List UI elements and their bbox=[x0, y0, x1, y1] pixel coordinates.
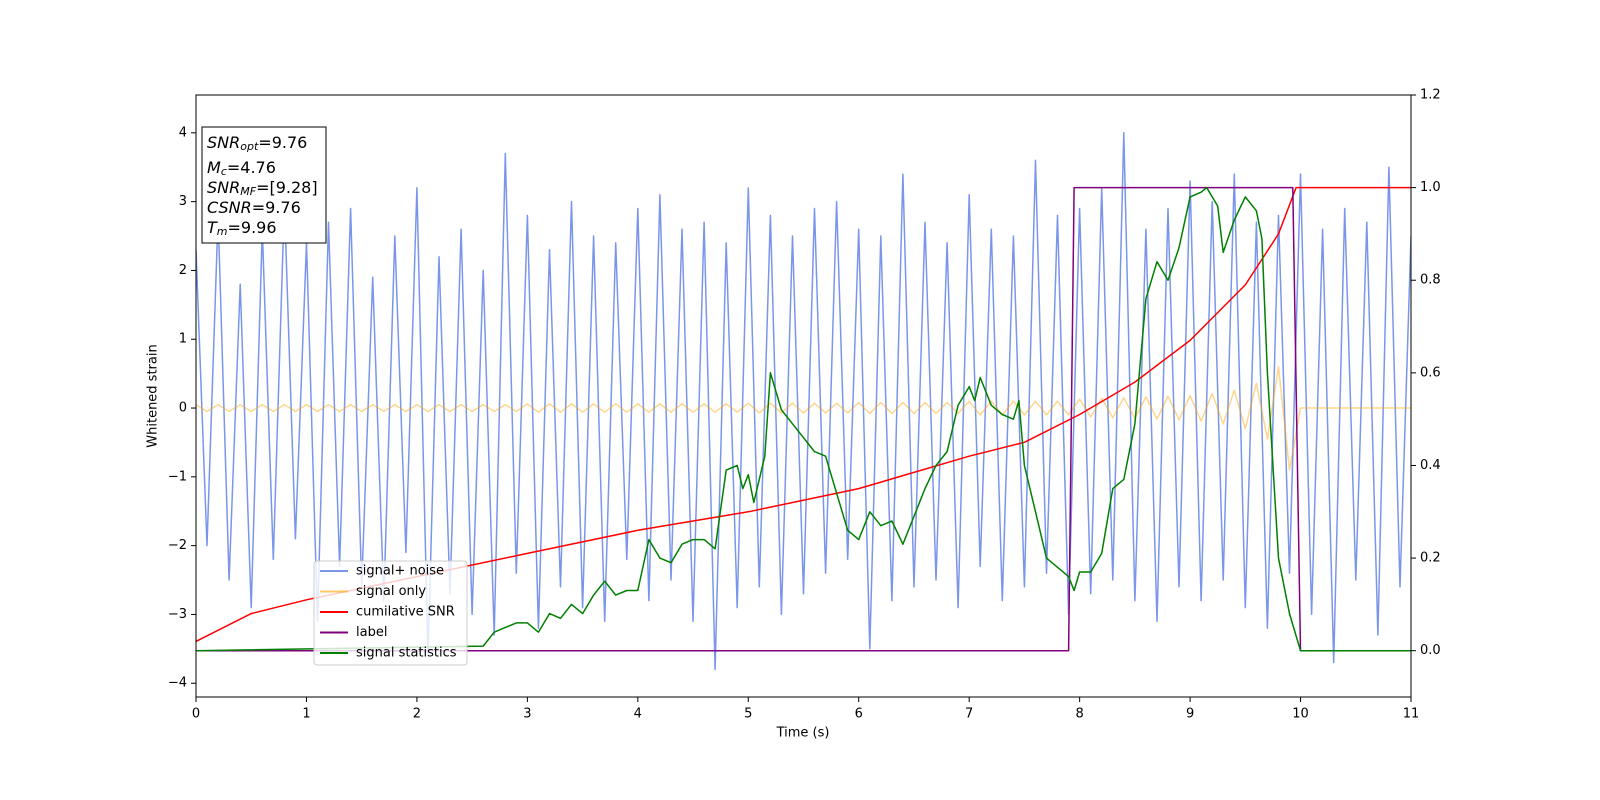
annotation-value: =[9.28] bbox=[256, 178, 318, 197]
y-tick-label: 1 bbox=[179, 332, 187, 347]
annotation-value: =9.96 bbox=[228, 218, 277, 237]
y2-tick-label: 1.2 bbox=[1420, 88, 1441, 103]
x-tick-label: 5 bbox=[744, 707, 752, 722]
legend-label: cumilative SNR bbox=[356, 605, 455, 620]
annotation-subscript: m bbox=[217, 225, 228, 238]
y-tick-label: −4 bbox=[168, 676, 187, 691]
legend-label: label bbox=[356, 625, 387, 640]
annotation-line: Mc=4.76 bbox=[207, 158, 276, 179]
annotation-symbol: SNR bbox=[207, 133, 240, 152]
legend: signal+ noise signal only cumilative SNR la… bbox=[313, 560, 468, 666]
annotation-line: CSNR=9.76 bbox=[207, 198, 301, 217]
series-line bbox=[196, 366, 1411, 471]
y-tick-label: 4 bbox=[179, 125, 187, 140]
annotation-value: =9.76 bbox=[252, 198, 301, 217]
x-tick-label: 1 bbox=[302, 707, 310, 722]
plot-frame bbox=[195, 94, 1412, 698]
annotation-symbol: CSNR bbox=[207, 198, 252, 217]
annotation-symbol: SNR bbox=[207, 178, 240, 197]
annotation-value: =4.76 bbox=[227, 158, 276, 177]
y2-tick-label: 0.4 bbox=[1420, 458, 1441, 473]
x-tick-label: 2 bbox=[413, 707, 421, 722]
y-axis-label: Whitened strain bbox=[146, 344, 161, 447]
annotation-line: SNRMF=[9.28] bbox=[207, 178, 318, 199]
x-tick-label: 11 bbox=[1403, 707, 1420, 722]
y-tick-label: −1 bbox=[168, 469, 187, 484]
annotation-symbol: M bbox=[207, 158, 221, 177]
y2-tick-label: 0.0 bbox=[1420, 643, 1441, 658]
y-tick-label: 3 bbox=[179, 194, 187, 209]
annotation-subscript: c bbox=[221, 165, 227, 178]
y-tick-label: 0 bbox=[179, 401, 187, 416]
y2-tick-label: 0.6 bbox=[1420, 365, 1441, 380]
x-axis-label: Time (s) bbox=[776, 726, 830, 741]
annotation-subscript: opt bbox=[240, 140, 259, 153]
x-tick-label: 4 bbox=[634, 707, 642, 722]
y-tick-label: −3 bbox=[168, 607, 187, 622]
y2-tick-label: 0.8 bbox=[1420, 273, 1441, 288]
x-tick-label: 7 bbox=[965, 707, 973, 722]
annotation-line: SNRopt=9.76 bbox=[207, 133, 307, 154]
x-tick-label: 6 bbox=[855, 707, 863, 722]
annotation-value: =9.76 bbox=[258, 133, 307, 152]
annotation-frame bbox=[201, 126, 327, 244]
annotation-line: Tm=9.96 bbox=[207, 218, 277, 239]
x-tick-label: 8 bbox=[1075, 707, 1083, 722]
x-tick-label: 10 bbox=[1292, 707, 1309, 722]
legend-label: signal+ noise bbox=[356, 564, 444, 579]
annotation-subscript: MF bbox=[240, 185, 256, 198]
y2-tick-label: 1.0 bbox=[1420, 180, 1441, 195]
annotation-box: SNRopt=9.76Mc=4.76SNRMF=[9.28]CSNR=9.76T… bbox=[201, 126, 327, 244]
annotation-symbol: T bbox=[207, 218, 218, 237]
x-tick-label: 3 bbox=[523, 707, 531, 722]
legend-label: signal only bbox=[356, 584, 426, 599]
x-tick-label: 0 bbox=[192, 707, 200, 722]
x-tick-label: 9 bbox=[1186, 707, 1194, 722]
y-tick-label: −2 bbox=[168, 538, 187, 553]
series-line bbox=[196, 132, 1411, 671]
y2-tick-label: 0.2 bbox=[1420, 551, 1441, 566]
y-tick-label: 2 bbox=[179, 263, 187, 278]
series-line bbox=[196, 186, 1411, 652]
legend-label: signal statistics bbox=[356, 646, 457, 661]
legend-frame bbox=[313, 560, 468, 666]
